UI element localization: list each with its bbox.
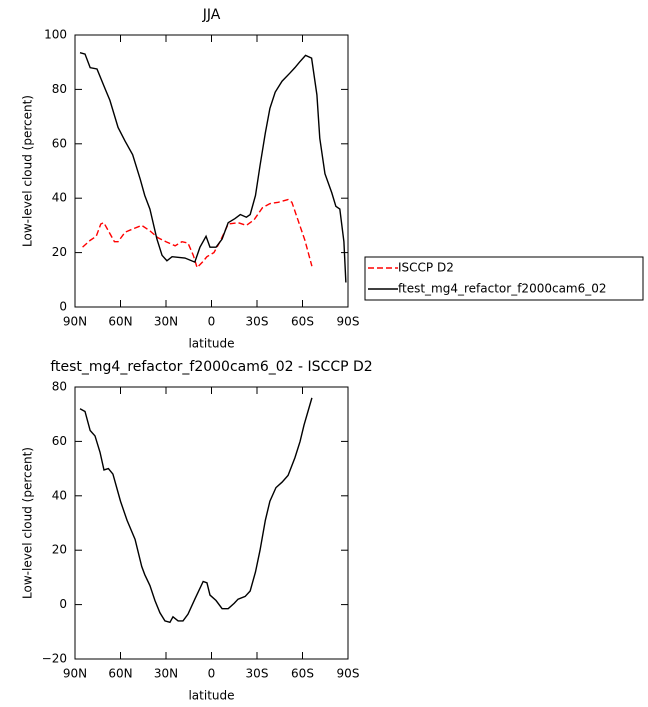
x-tick-label: 60S xyxy=(291,315,314,329)
chart-title: ftest_mg4_refactor_f2000cam6_02 - ISCCP … xyxy=(50,359,372,375)
y-tick-label: 60 xyxy=(52,136,67,150)
legend-box xyxy=(364,256,644,301)
y-tick-label: 20 xyxy=(52,245,67,259)
x-tick-label: 30S xyxy=(246,667,269,681)
y-tick-label: 20 xyxy=(52,543,67,557)
plot-frame xyxy=(74,34,349,308)
y-tick-label: 40 xyxy=(52,191,67,205)
x-tick-label: 90S xyxy=(337,315,360,329)
chart-title: JJA xyxy=(202,7,221,23)
x-tick-label: 90N xyxy=(63,667,87,681)
y-tick-label: 80 xyxy=(52,82,67,96)
y-axis-label: Low-level cloud (percent) xyxy=(21,447,35,599)
y-axis-label: Low-level cloud (percent) xyxy=(21,95,35,247)
y-tick-label: 40 xyxy=(52,488,67,502)
legend-label: ftest_mg4_refactor_f2000cam6_02 xyxy=(398,282,607,296)
x-tick-label: 30N xyxy=(154,667,178,681)
legend-label: ISCCP D2 xyxy=(398,261,454,275)
series-line xyxy=(82,198,313,269)
y-tick-label: 60 xyxy=(52,434,67,448)
y-tick-label: −20 xyxy=(42,652,67,666)
x-axis-label: latitude xyxy=(188,337,234,351)
series-line xyxy=(79,52,347,283)
y-tick-label: 80 xyxy=(52,380,67,394)
x-axis-label: latitude xyxy=(188,689,234,703)
series-line xyxy=(79,397,313,624)
x-tick-label: 90N xyxy=(63,315,87,329)
x-tick-label: 0 xyxy=(208,315,216,329)
y-tick-label: 0 xyxy=(59,300,67,314)
x-tick-label: 30S xyxy=(246,315,269,329)
x-tick-label: 60N xyxy=(108,667,132,681)
x-tick-label: 60N xyxy=(108,315,132,329)
y-tick-label: 100 xyxy=(44,28,67,42)
x-tick-label: 60S xyxy=(291,667,314,681)
x-tick-label: 0 xyxy=(208,667,216,681)
y-tick-label: 0 xyxy=(59,597,67,611)
x-tick-label: 90S xyxy=(337,667,360,681)
x-tick-label: 30N xyxy=(154,315,178,329)
plot-frame xyxy=(74,386,349,660)
